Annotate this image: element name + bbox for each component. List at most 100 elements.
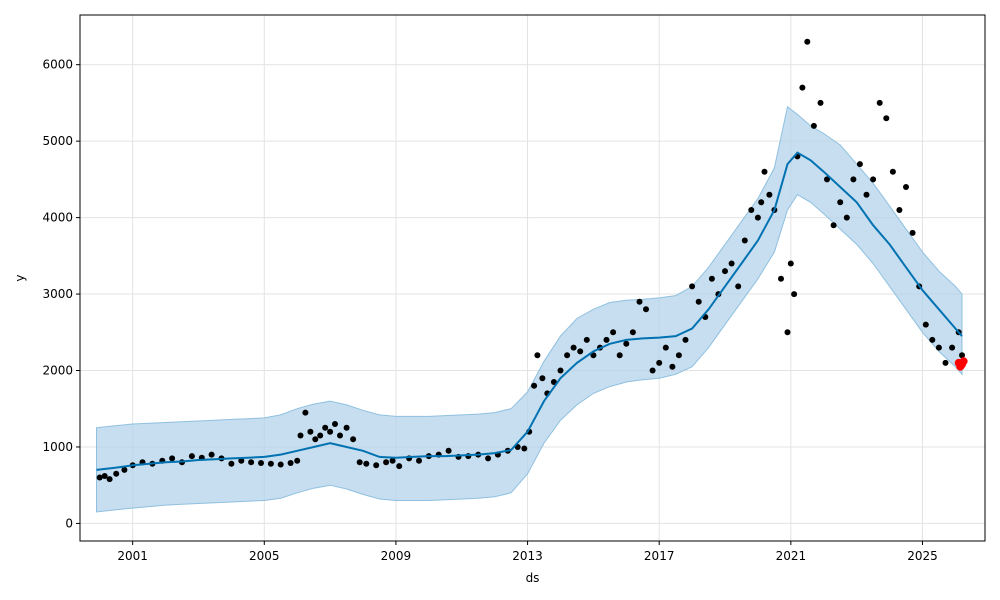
x-tick-label: 2025 [907, 549, 938, 563]
observed-point [96, 474, 103, 481]
observed-point [903, 184, 909, 190]
observed-point [896, 207, 903, 213]
observed-point [248, 459, 255, 466]
forecast-points [954, 357, 968, 371]
observed-point [856, 161, 863, 168]
observed-point [302, 409, 309, 416]
observed-point [616, 352, 623, 359]
y-tick-label: 4000 [42, 211, 73, 225]
x-tick-label: 2005 [249, 549, 280, 563]
observed-point [531, 382, 538, 389]
observed-point [389, 457, 396, 464]
observed-point [294, 457, 301, 464]
x-axis-ticks: 2001 2005 2009 2013 2017 2021 2025 [117, 541, 938, 563]
observed-point [754, 214, 761, 221]
observed-point [521, 445, 528, 452]
y-tick-label: 3000 [42, 287, 73, 301]
y-axis-ticks: 0 1000 2000 3000 4000 5000 6000 [42, 58, 80, 530]
observed-point [258, 460, 264, 466]
forecast-point [959, 357, 968, 366]
observed-point [287, 460, 294, 466]
x-tick-label: 2017 [644, 549, 675, 563]
y-tick-label: 5000 [42, 134, 73, 148]
observed-point [557, 367, 564, 374]
observed-point [623, 340, 630, 347]
uncertainty-band [96, 105, 963, 513]
observed-point [228, 460, 235, 467]
observed-point [929, 336, 936, 343]
observed-point [550, 379, 557, 385]
observed-point [636, 298, 643, 305]
observed-point [741, 237, 748, 244]
observed-point [485, 455, 492, 462]
observed-point [662, 344, 669, 351]
observed-point [761, 168, 768, 175]
observed-point [656, 359, 663, 366]
observed-point [787, 260, 794, 267]
observed-point [682, 336, 689, 343]
observed-point [267, 460, 274, 467]
observed-point [909, 229, 916, 236]
observed-point [121, 466, 128, 473]
observed-point [238, 457, 245, 464]
observed-point [583, 336, 590, 343]
observed-point [810, 122, 817, 129]
observed-point [949, 344, 956, 351]
observed-point [317, 432, 324, 439]
observed-point [590, 352, 597, 359]
observed-point [883, 115, 890, 122]
observed-point [735, 283, 742, 290]
trend-line [96, 151, 963, 471]
uncertainty-area [96, 105, 963, 513]
observed-point [942, 359, 949, 366]
observed-point [959, 352, 965, 359]
observed-point [363, 460, 370, 467]
observed-point [876, 99, 883, 106]
x-tick-label: 2001 [117, 549, 148, 563]
observed-point [322, 424, 329, 431]
observed-point [643, 306, 649, 313]
observed-point [722, 268, 728, 275]
observed-point [870, 176, 877, 183]
observed-point [824, 176, 830, 183]
observed-point [383, 459, 390, 466]
observed-point [350, 436, 357, 443]
observed-point [850, 176, 857, 183]
observed-point [799, 84, 806, 91]
observed-point [695, 298, 702, 305]
observed-point [312, 436, 319, 443]
y-tick-label: 6000 [42, 58, 73, 72]
observed-point [445, 447, 452, 454]
observed-point [817, 99, 824, 106]
observed-point [277, 461, 284, 468]
observed-point [577, 348, 584, 355]
observed-point [830, 222, 837, 229]
observed-point [649, 367, 656, 374]
observed-point [373, 462, 380, 469]
observed-point [307, 428, 314, 435]
observed-point [396, 463, 403, 470]
observed-point [784, 329, 791, 336]
observed-point [297, 432, 304, 439]
x-axis-label: ds [526, 571, 540, 585]
observed-point [863, 191, 870, 198]
observed-point [669, 363, 676, 370]
observed-point [610, 329, 617, 336]
observed-point [922, 321, 929, 328]
observed-point [570, 344, 577, 351]
x-tick-label: 2009 [381, 549, 412, 563]
x-tick-label: 2021 [776, 549, 807, 563]
observed-point [169, 455, 176, 462]
observed-point [564, 352, 571, 359]
observed-point [758, 199, 765, 206]
observed-point [416, 457, 422, 464]
observed-point [889, 168, 896, 175]
observed-point [935, 344, 942, 351]
observed-point [534, 352, 541, 359]
observed-point [791, 291, 798, 298]
observed-point [603, 336, 610, 343]
observed-point [778, 275, 784, 282]
observed-point [837, 199, 844, 206]
plot-frame [79, 14, 986, 542]
